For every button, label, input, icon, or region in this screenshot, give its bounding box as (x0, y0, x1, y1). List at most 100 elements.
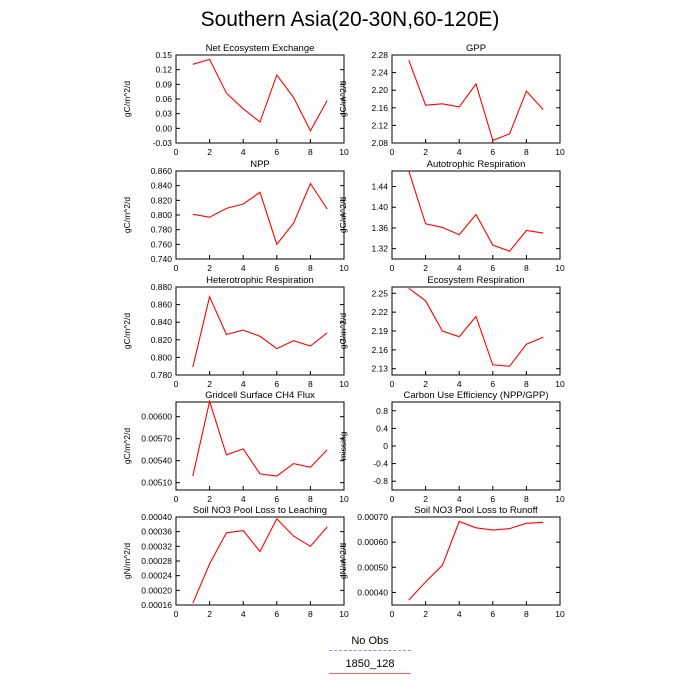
panel-8-xtick-label: 10 (555, 494, 565, 504)
panel-10-xtick-label: 0 (390, 609, 395, 619)
panel-2-ytick-label: 2.16 (371, 103, 388, 113)
panel-5-ytick-label: 0.780 (151, 370, 173, 380)
panel-8-ytick-label: 0 (383, 441, 388, 451)
panel-5-xtick-label: 2 (207, 379, 212, 389)
panel-4-xtick-label: 0 (390, 263, 395, 273)
panel-6-ytick-label: 2.16 (371, 345, 388, 355)
panel-8-ytick-label: -0.8 (373, 476, 388, 486)
panel-1-xtick-label: 8 (308, 147, 313, 157)
page-title: Southern Asia(20-30N,60-120E) (200, 8, 500, 31)
panel-6-frame (391, 286, 561, 376)
panel-4-ytick-label: 1.36 (371, 223, 388, 233)
panel-6-ytick-label: 2.22 (371, 307, 388, 317)
panel-9-xtick-label: 6 (274, 609, 279, 619)
panel-3-ytick-label: 0.800 (151, 210, 173, 220)
panel-6-xtick-label: 2 (423, 379, 428, 389)
panel-10-xtick-label: 4 (457, 609, 462, 619)
panel-3-xtick-label: 6 (274, 263, 279, 273)
legend-label-no-obs: No Obs (351, 635, 389, 647)
panel-8-title: Carbon Use Efficiency (NPP/GPP) (403, 390, 548, 401)
panel-3-xtick-label: 4 (241, 263, 246, 273)
panel-2-ytick-label: 2.08 (371, 138, 388, 148)
panel-3-xtick-label: 10 (339, 263, 349, 273)
panel-10-title: Soil NO3 Pool Loss to Runoff (414, 505, 538, 516)
panel-7-xtick-label: 8 (308, 494, 313, 504)
panel-1-ytick-label: -0.03 (153, 138, 173, 148)
panel-4-xtick-label: 8 (524, 263, 529, 273)
panel-2-series-line (408, 60, 544, 142)
panel-10-ytick-label: 0.00050 (357, 562, 388, 572)
panel-4-title: Autotrophic Respiration (427, 159, 526, 170)
panel-6-ytick-label: 2.25 (371, 288, 388, 298)
panel-8-xtick-label: 6 (490, 494, 495, 504)
panel-1-ytick-label: 0.12 (155, 65, 172, 75)
panel-1-ylabel: gC/m^2/d (122, 81, 132, 117)
panel-4-xtick-label: 4 (457, 263, 462, 273)
panel-8-frame (391, 401, 561, 491)
panel-3-frame (175, 170, 345, 260)
panel-3-title: NPP (250, 159, 270, 170)
panel-7-title: Gridcell Surface CH4 Flux (205, 390, 315, 401)
panel-2-xtick-label: 2 (423, 147, 428, 157)
panel-6-xtick-label: 6 (490, 379, 495, 389)
panel-9-ytick-label: 0.00028 (141, 556, 172, 566)
panel-7-ytick-label: 0.00570 (141, 434, 172, 444)
panel-1-xtick-label: 4 (241, 147, 246, 157)
panel-9-ytick-label: 0.00016 (141, 600, 172, 610)
panel-3-ytick-label: 0.840 (151, 181, 173, 191)
panel-8-xtick-label: 8 (524, 494, 529, 504)
panel-7-ytick-label: 0.00600 (141, 412, 172, 422)
panel-5-ytick-label: 0.880 (151, 282, 173, 292)
panel-3-ytick-label: 0.820 (151, 195, 173, 205)
panel-10-ytick-label: 0.00040 (357, 587, 388, 597)
panel-2-ytick-label: 2.24 (371, 68, 388, 78)
panel-5-ytick-label: 0.820 (151, 335, 173, 345)
panel-10-ytick-label: 0.00070 (357, 512, 388, 522)
panel-3-ytick-label: 0.780 (151, 225, 173, 235)
panel-5-xtick-label: 8 (308, 379, 313, 389)
panel-6-series-line (408, 287, 544, 367)
panel-2-xtick-label: 8 (524, 147, 529, 157)
panel-9-ytick-label: 0.00032 (141, 541, 172, 551)
panel-9-ytick-label: 0.00040 (141, 512, 172, 522)
panel-4-xtick-label: 10 (555, 263, 565, 273)
panel-4-xtick-label: 6 (490, 263, 495, 273)
panel-6-xtick-label: 8 (524, 379, 529, 389)
panel-6-xtick-label: 0 (390, 379, 395, 389)
panel-3-series-line (192, 182, 328, 246)
panel-7-series-line (192, 399, 328, 477)
panel-7-frame (175, 401, 345, 491)
panel-1-frame (175, 54, 345, 144)
panel-8-ytick-label: -0.4 (373, 459, 388, 469)
panel-6-ytick-label: 2.13 (371, 364, 388, 374)
panel-1-title: Net Ecosystem Exchange (206, 43, 315, 54)
panel-1-series-line (192, 58, 328, 132)
panel-10-series-line (408, 520, 544, 601)
panel-9-ylabel: gN/m^2/d (122, 543, 132, 579)
panel-1-ytick-label: 0.09 (155, 79, 172, 89)
panel-9-xtick-label: 2 (207, 609, 212, 619)
panel-7-xtick-label: 4 (241, 494, 246, 504)
panel-9-ytick-label: 0.00020 (141, 585, 172, 595)
panel-8-ylabel: missing (338, 431, 348, 460)
panel-1-xtick-label: 10 (339, 147, 349, 157)
panel-9-ytick-label: 0.00036 (141, 527, 172, 537)
panel-2-xtick-label: 10 (555, 147, 565, 157)
panel-7-ytick-label: 0.00540 (141, 456, 172, 466)
panel-7-xtick-label: 2 (207, 494, 212, 504)
panel-4-ytick-label: 1.40 (371, 202, 388, 212)
panel-2-xtick-label: 6 (490, 147, 495, 157)
panel-7-xtick-label: 0 (174, 494, 179, 504)
panel-5-ytick-label: 0.840 (151, 317, 173, 327)
panel-3-ytick-label: 0.760 (151, 239, 173, 249)
legend-swatch-no-obs (329, 650, 411, 651)
panel-1-ytick-label: 0.06 (155, 94, 172, 104)
legend-label-1850-128: 1850_128 (345, 658, 395, 670)
panel-1-xtick-label: 6 (274, 147, 279, 157)
panel-3-xtick-label: 8 (308, 263, 313, 273)
panel-4-ylabel: gC/m^2/d (338, 197, 348, 233)
panel-5-ylabel: gC/m^2/d (122, 313, 132, 349)
panel-4-series-line (408, 170, 544, 252)
panel-4-ytick-label: 1.32 (371, 244, 388, 254)
